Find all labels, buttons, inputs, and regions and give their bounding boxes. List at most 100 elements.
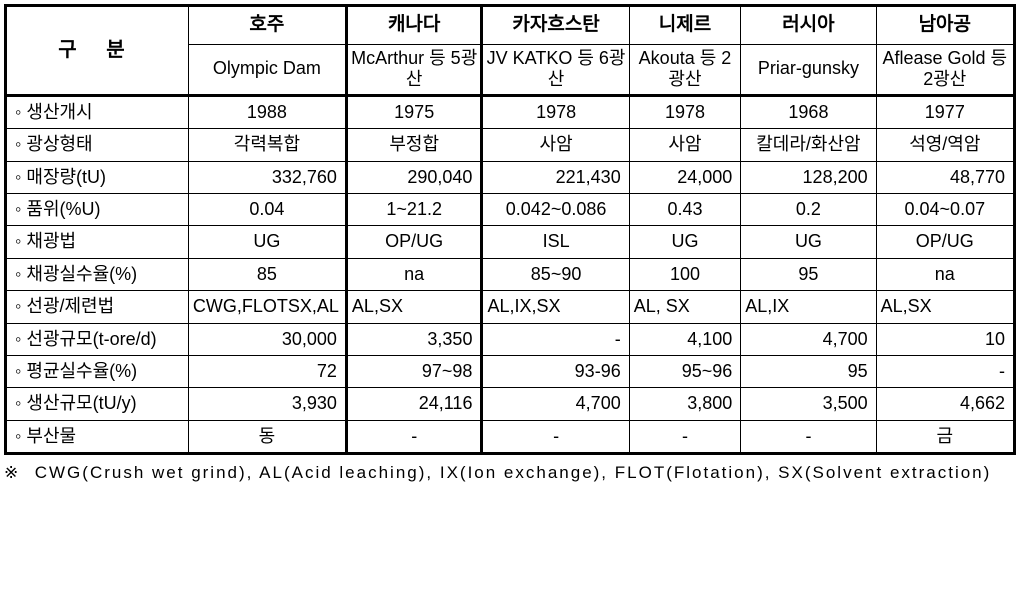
table-row: ◦ 채광법UGOP/UGISLUGUGOP/UG [6, 226, 1015, 258]
data-cell: 85 [188, 258, 346, 290]
data-cell: 0.2 [741, 194, 876, 226]
table-row: ◦ 부산물동----금 [6, 420, 1015, 453]
data-cell: 1988 [188, 95, 346, 128]
table-row: ◦ 광상형태각력복합부정합사암사암칼데라/화산암석영/역암 [6, 129, 1015, 161]
row-label: ◦ 채광실수율(%) [6, 258, 189, 290]
data-cell: 4,100 [629, 323, 741, 355]
table-row: ◦ 생산개시198819751978197819681977 [6, 95, 1015, 128]
mine-southafrica: Aflease Gold 등 2광산 [876, 44, 1014, 95]
mine-niger: Akouta 등 2광산 [629, 44, 741, 95]
data-cell: 1978 [629, 95, 741, 128]
data-cell: AL,SX [876, 291, 1014, 323]
country-row: 구 분 호주 캐나다 카자흐스탄 니제르 러시아 남아공 [6, 6, 1015, 45]
data-cell: 1977 [876, 95, 1014, 128]
data-cell: 72 [188, 356, 346, 388]
data-cell: AL,IX [741, 291, 876, 323]
data-cell: 0.04 [188, 194, 346, 226]
data-cell: 128,200 [741, 161, 876, 193]
data-cell: - [741, 420, 876, 453]
data-cell: 48,770 [876, 161, 1014, 193]
data-cell: - [482, 323, 629, 355]
data-cell: 85~90 [482, 258, 629, 290]
row-label: ◦ 생산규모(tU/y) [6, 388, 189, 420]
data-cell: 95 [741, 356, 876, 388]
table-row: ◦ 생산규모(tU/y)3,93024,1164,7003,8003,5004,… [6, 388, 1015, 420]
data-cell: 칼데라/화산암 [741, 129, 876, 161]
data-cell: 금 [876, 420, 1014, 453]
table-body: ◦ 생산개시198819751978197819681977◦ 광상형태각력복합… [6, 95, 1015, 453]
row-label: ◦ 선광/제련법 [6, 291, 189, 323]
data-cell: UG [188, 226, 346, 258]
data-cell: - [876, 356, 1014, 388]
data-cell: 4,700 [741, 323, 876, 355]
footnote-mark: ※ [4, 461, 28, 485]
table-row: ◦ 채광실수율(%)85na85~9010095na [6, 258, 1015, 290]
data-cell: 4,700 [482, 388, 629, 420]
data-cell: 3,350 [346, 323, 482, 355]
data-cell: 석영/역암 [876, 129, 1014, 161]
row-label: ◦ 평균실수율(%) [6, 356, 189, 388]
data-cell: 221,430 [482, 161, 629, 193]
table-row: ◦ 선광/제련법CWG,FLOTSX,ALAL,SXAL,IX,SXAL, SX… [6, 291, 1015, 323]
data-cell: 0.43 [629, 194, 741, 226]
data-cell: 1~21.2 [346, 194, 482, 226]
row-label: ◦ 광상형태 [6, 129, 189, 161]
data-cell: na [346, 258, 482, 290]
table-row: ◦ 품위(%U)0.041~21.20.042~0.0860.430.20.04… [6, 194, 1015, 226]
data-cell: 1975 [346, 95, 482, 128]
data-cell: 95~96 [629, 356, 741, 388]
data-cell: - [346, 420, 482, 453]
country-kazakhstan: 카자흐스탄 [482, 6, 629, 45]
mine-canada: McArthur 등 5광산 [346, 44, 482, 95]
data-cell: CWG,FLOTSX,AL [188, 291, 346, 323]
data-cell: OP/UG [876, 226, 1014, 258]
footnote: ※ CWG(Crush wet grind), AL(Acid leaching… [4, 461, 1016, 485]
table-row: ◦ 평균실수율(%)7297~9893-9695~9695- [6, 356, 1015, 388]
data-cell: 사암 [482, 129, 629, 161]
category-header: 구 분 [6, 6, 189, 96]
data-cell: AL,SX [346, 291, 482, 323]
data-cell: 1968 [741, 95, 876, 128]
country-southafrica: 남아공 [876, 6, 1014, 45]
data-cell: AL, SX [629, 291, 741, 323]
country-canada: 캐나다 [346, 6, 482, 45]
data-cell: 93-96 [482, 356, 629, 388]
row-label: ◦ 품위(%U) [6, 194, 189, 226]
data-cell: 30,000 [188, 323, 346, 355]
row-label: ◦ 생산개시 [6, 95, 189, 128]
data-cell: - [482, 420, 629, 453]
data-cell: 1978 [482, 95, 629, 128]
data-cell: 각력복합 [188, 129, 346, 161]
row-label: ◦ 부산물 [6, 420, 189, 453]
country-niger: 니제르 [629, 6, 741, 45]
data-cell: OP/UG [346, 226, 482, 258]
mine-australia: Olympic Dam [188, 44, 346, 95]
data-cell: 3,930 [188, 388, 346, 420]
data-cell: 95 [741, 258, 876, 290]
mining-data-table: 구 분 호주 캐나다 카자흐스탄 니제르 러시아 남아공 Olympic Dam… [4, 4, 1016, 455]
data-cell: 3,500 [741, 388, 876, 420]
table-header: 구 분 호주 캐나다 카자흐스탄 니제르 러시아 남아공 Olympic Dam… [6, 6, 1015, 96]
data-cell: 0.042~0.086 [482, 194, 629, 226]
data-cell: 3,800 [629, 388, 741, 420]
data-cell: 332,760 [188, 161, 346, 193]
row-label: ◦ 매장량(tU) [6, 161, 189, 193]
data-cell: 97~98 [346, 356, 482, 388]
country-australia: 호주 [188, 6, 346, 45]
data-cell: 290,040 [346, 161, 482, 193]
data-cell: AL,IX,SX [482, 291, 629, 323]
mine-russia: Priar-gunsky [741, 44, 876, 95]
data-cell: 24,116 [346, 388, 482, 420]
data-cell: 동 [188, 420, 346, 453]
data-cell: 4,662 [876, 388, 1014, 420]
data-cell: na [876, 258, 1014, 290]
table-row: ◦ 선광규모(t-ore/d)30,0003,350-4,1004,70010 [6, 323, 1015, 355]
country-russia: 러시아 [741, 6, 876, 45]
data-cell: 100 [629, 258, 741, 290]
data-cell: - [629, 420, 741, 453]
footnote-text: CWG(Crush wet grind), AL(Acid leaching),… [35, 463, 992, 482]
row-label: ◦ 선광규모(t-ore/d) [6, 323, 189, 355]
data-cell: ISL [482, 226, 629, 258]
data-cell: 부정합 [346, 129, 482, 161]
data-cell: UG [741, 226, 876, 258]
